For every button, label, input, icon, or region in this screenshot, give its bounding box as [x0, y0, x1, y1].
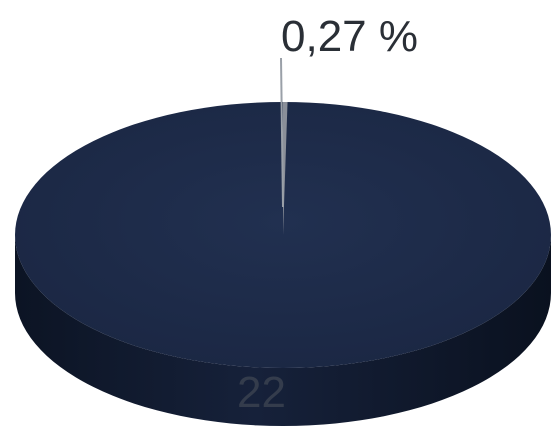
data-label-small-slice: 0,27 %	[281, 12, 418, 61]
pie-slice-small	[283, 102, 288, 235]
pie-side	[15, 235, 551, 426]
callout-leader-line	[280, 57, 284, 208]
data-label-main-slice: 22	[237, 368, 286, 417]
